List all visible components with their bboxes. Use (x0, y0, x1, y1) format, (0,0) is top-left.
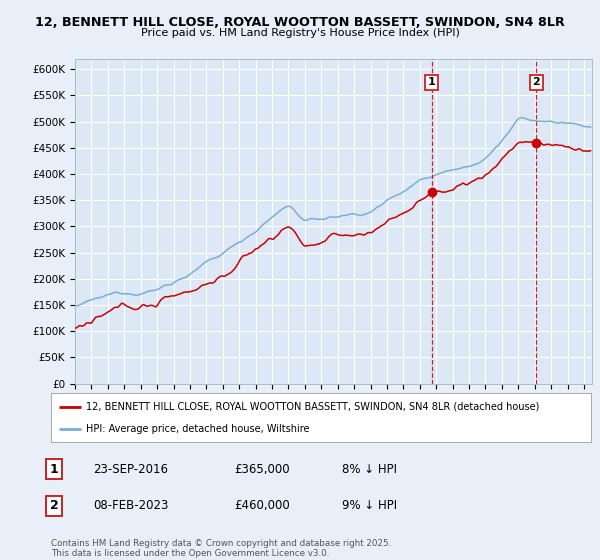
Text: Contains HM Land Registry data © Crown copyright and database right 2025.
This d: Contains HM Land Registry data © Crown c… (51, 539, 391, 558)
Text: 1: 1 (50, 463, 58, 476)
Text: HPI: Average price, detached house, Wiltshire: HPI: Average price, detached house, Wilt… (86, 423, 310, 433)
Text: £365,000: £365,000 (234, 463, 290, 476)
Text: 2: 2 (533, 77, 540, 87)
Text: 12, BENNETT HILL CLOSE, ROYAL WOOTTON BASSETT, SWINDON, SN4 8LR: 12, BENNETT HILL CLOSE, ROYAL WOOTTON BA… (35, 16, 565, 29)
Text: 9% ↓ HPI: 9% ↓ HPI (342, 499, 397, 512)
Text: 1: 1 (428, 77, 436, 87)
Text: 8% ↓ HPI: 8% ↓ HPI (342, 463, 397, 476)
Text: 2: 2 (50, 499, 58, 512)
Text: 12, BENNETT HILL CLOSE, ROYAL WOOTTON BASSETT, SWINDON, SN4 8LR (detached house): 12, BENNETT HILL CLOSE, ROYAL WOOTTON BA… (86, 402, 539, 412)
Text: £460,000: £460,000 (234, 499, 290, 512)
Text: 08-FEB-2023: 08-FEB-2023 (93, 499, 169, 512)
Text: 23-SEP-2016: 23-SEP-2016 (93, 463, 168, 476)
Text: Price paid vs. HM Land Registry's House Price Index (HPI): Price paid vs. HM Land Registry's House … (140, 28, 460, 38)
